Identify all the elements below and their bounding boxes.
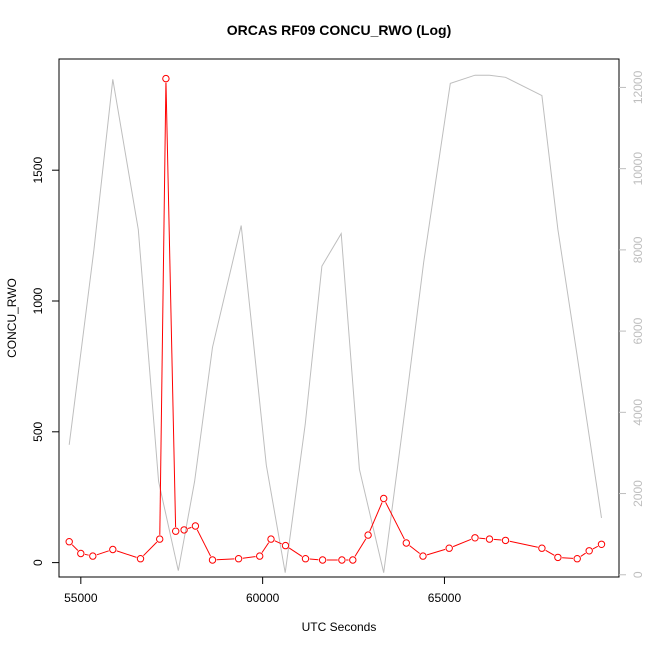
data-point: [585, 547, 593, 555]
data-point: [156, 535, 164, 543]
data-point: [380, 494, 388, 503]
y-tick-label: 500: [31, 421, 45, 441]
y2-tick-label: 4000: [631, 399, 645, 426]
y2-tick-label: 10000: [631, 152, 645, 186]
data-point: [471, 534, 479, 542]
chart-title: ORCAS RF09 CONCU_RWO (Log): [227, 22, 452, 38]
series-segment-left: [385, 502, 405, 540]
data-point: [136, 555, 145, 563]
series-segment-left: [196, 529, 212, 557]
series-segment-left: [562, 557, 574, 559]
series-segment-left: [309, 558, 319, 561]
data-point: [109, 545, 117, 554]
series-segment-left: [143, 541, 158, 557]
data-point: [338, 556, 346, 564]
series-segment-left: [165, 82, 177, 528]
series-segment-left: [369, 502, 383, 532]
x-tick-label: 55000: [64, 591, 98, 605]
series-segment-left: [84, 553, 89, 556]
y-axis-label: CONCU_RWO: [5, 278, 19, 358]
series-segment-left: [479, 537, 486, 540]
data-point: [208, 556, 217, 564]
series-segment-left: [96, 550, 109, 556]
series-segment-left: [452, 538, 472, 548]
series-segment-left: [580, 552, 586, 557]
left-series-layer: [65, 74, 606, 564]
y-tick-label: 1000: [31, 287, 45, 314]
series-segment-left: [261, 542, 270, 553]
series-segment-left: [545, 549, 555, 556]
data-point: [180, 526, 188, 534]
right-series-layer: [68, 74, 602, 573]
data-point: [318, 556, 327, 564]
series-segment-left: [509, 540, 538, 548]
x-tick-label: 65000: [428, 591, 462, 605]
data-point: [234, 555, 243, 563]
series-segment-left: [216, 558, 235, 561]
y2-tick-label: 12000: [631, 70, 645, 104]
y2-tick-label: 8000: [631, 236, 645, 263]
data-point: [89, 552, 97, 560]
data-point: [538, 544, 546, 552]
data-point: [573, 555, 581, 563]
series-line-right: [68, 74, 602, 573]
y2-tick-label: 2000: [631, 480, 645, 507]
data-point: [267, 535, 275, 543]
series-segment-left: [71, 544, 79, 551]
data-point: [554, 553, 562, 562]
series-segment-left: [274, 540, 282, 545]
series-segment-left: [409, 545, 421, 554]
data-point: [77, 549, 85, 558]
data-point: [256, 552, 264, 560]
data-point: [402, 539, 410, 547]
data-point: [597, 540, 606, 548]
data-point: [301, 555, 310, 563]
data-point: [419, 552, 427, 560]
series-segment-left: [288, 547, 303, 557]
plot-frame: [58, 58, 620, 578]
y2-tick-label: 0: [631, 571, 645, 578]
data-point: [65, 538, 73, 546]
series-segment-left: [159, 82, 167, 535]
x-axis-label: UTC Seconds: [302, 620, 377, 634]
data-point: [364, 531, 372, 539]
series-segment-left: [116, 550, 137, 558]
x-tick-label: 60000: [246, 591, 280, 605]
data-point: [172, 527, 180, 535]
series-segment-left: [592, 545, 599, 550]
data-point: [349, 556, 357, 564]
series-segment-left: [493, 538, 502, 541]
series-segment-left: [426, 548, 446, 556]
axes-layer: 55000 60000 65000 0 500 1000 1500 0 2000 4000 6000…: [31, 70, 645, 605]
y-tick-label: 0: [31, 559, 45, 566]
y-tick-label: 1500: [31, 157, 45, 184]
data-point: [191, 522, 200, 530]
series-segment-left: [354, 538, 367, 557]
data-point: [485, 535, 494, 543]
data-point: [445, 544, 453, 552]
data-point: [162, 74, 170, 83]
series-segment-left: [242, 556, 256, 559]
data-point: [281, 541, 290, 550]
data-point: [501, 536, 510, 545]
series-segment-left: [187, 526, 192, 529]
y2-tick-label: 6000: [631, 317, 645, 344]
